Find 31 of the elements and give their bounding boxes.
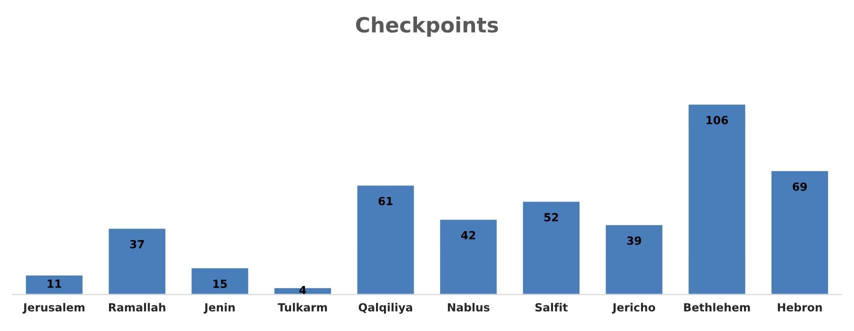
x-tick-label: Nablus xyxy=(448,302,490,312)
bar xyxy=(770,170,830,295)
data-label: 52 xyxy=(544,213,558,222)
bar xyxy=(522,200,581,295)
x-tick-label: Jenin xyxy=(204,302,235,314)
chart-title: Checkpoints xyxy=(356,16,498,37)
bar xyxy=(24,274,84,295)
data-label: 15 xyxy=(213,280,227,288)
bar xyxy=(356,184,416,295)
data-label: 39 xyxy=(627,236,642,245)
data-label: 11 xyxy=(48,280,62,288)
x-tick-label: Jerusalem xyxy=(22,302,84,314)
data-label: 4 xyxy=(299,286,306,294)
x-tick-label: Bethlehem xyxy=(684,302,750,312)
bar xyxy=(438,218,498,295)
bar xyxy=(190,266,250,295)
x-tick-label: Tulkarm xyxy=(278,302,327,312)
data-label: 61 xyxy=(378,196,393,206)
x-tick-label: Ramallah xyxy=(109,302,166,312)
x-tick-label: Jericho xyxy=(612,302,656,314)
bar xyxy=(687,103,747,295)
x-tick-label: Qalqiliya xyxy=(358,302,412,314)
bar xyxy=(273,286,332,295)
x-tick-label: Hebron xyxy=(778,302,822,312)
data-label: 42 xyxy=(461,231,476,240)
bar xyxy=(107,227,167,295)
data-label: 106 xyxy=(706,116,728,124)
bar xyxy=(604,224,664,295)
data-label: 69 xyxy=(792,182,807,191)
data-label: 37 xyxy=(130,240,144,248)
x-tick-label: Salfit xyxy=(535,302,568,312)
